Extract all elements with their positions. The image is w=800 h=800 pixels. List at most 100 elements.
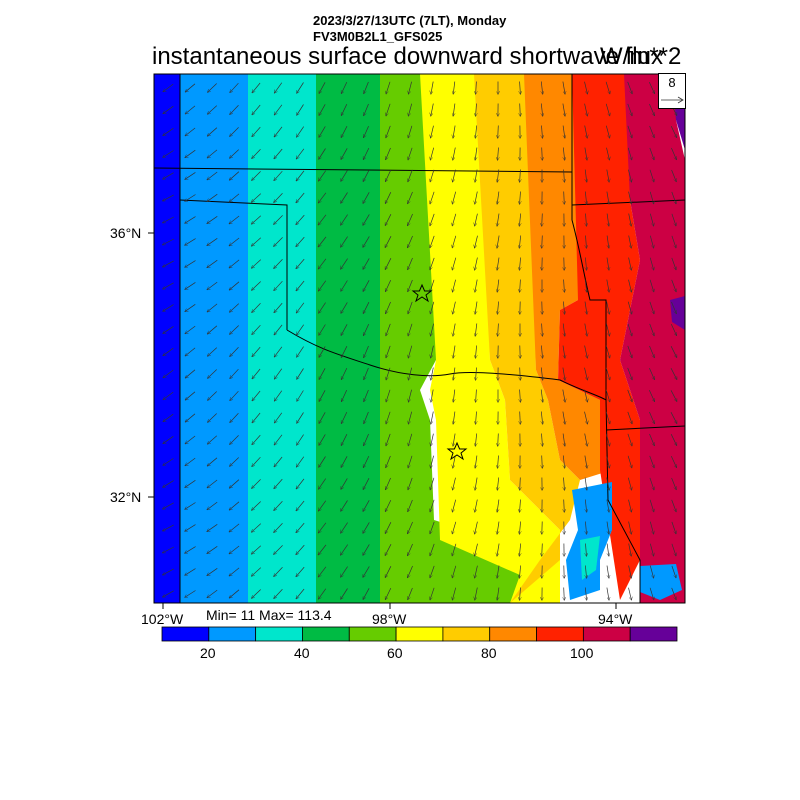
- wind-vector-467: [408, 499, 413, 512]
- wind-vector-120: [162, 194, 174, 202]
- wind-vector-2: [207, 83, 217, 93]
- field-band-4: [374, 74, 560, 603]
- wind-vector-465: [362, 500, 370, 511]
- wind-vector-567: [497, 587, 499, 601]
- wind-vector-150: [296, 214, 305, 225]
- wind-vector-99: [229, 171, 240, 181]
- wind-vector-318: [296, 368, 304, 380]
- wind-vector-438: [296, 478, 305, 489]
- wind-vector-535: [318, 566, 327, 577]
- wind-vector-151: [318, 214, 327, 225]
- wind-vector-249: [362, 302, 370, 314]
- wind-vector-100: [251, 171, 261, 180]
- wind-vector-51: [229, 127, 239, 136]
- wind-vector-243: [229, 303, 240, 313]
- wind-vector-270: [296, 324, 304, 336]
- wind-vector-16: [520, 81, 521, 95]
- wind-vector-463: [317, 500, 327, 512]
- wind-vector-558: [296, 588, 305, 599]
- wind-vector-501: [628, 521, 632, 535]
- wind-vector-277: [453, 323, 456, 337]
- wind-vector-287: [670, 323, 676, 336]
- wind-vector-516: [430, 543, 435, 556]
- wind-vector-314: [207, 369, 217, 379]
- wind-vector-260: [606, 301, 610, 315]
- border-north: [154, 167, 573, 173]
- wind-vector-553: [185, 590, 196, 598]
- wind-vector-22: [648, 81, 654, 94]
- wind-vector-188: [607, 235, 609, 249]
- wind-vector-128: [340, 192, 348, 204]
- wind-vector-112: [520, 169, 521, 183]
- wind-vector-25: [185, 105, 196, 114]
- wind-vector-149: [273, 215, 283, 224]
- wind-vector-119: [671, 169, 677, 182]
- wind-vector-540: [430, 565, 435, 578]
- wind-vector-429: [627, 455, 632, 468]
- wind-vector-477: [628, 499, 632, 513]
- wind-vector-6: [296, 82, 304, 94]
- wind-vector-364: [252, 412, 261, 423]
- wind-vector-254: [475, 301, 478, 315]
- wind-vector-487: [318, 522, 327, 533]
- wind-vector-12: [431, 81, 434, 95]
- wind-vector-302: [475, 345, 476, 359]
- wind-vector-574: [649, 587, 654, 600]
- wind-vector-278: [475, 323, 477, 337]
- colorbar-label-100: 100: [570, 645, 594, 661]
- wind-vector-492: [430, 521, 435, 534]
- wind-vector-190: [649, 235, 653, 249]
- wind-vector-385: [185, 435, 196, 444]
- wind-vector-390: [296, 434, 304, 446]
- wind-vector-223: [317, 280, 327, 292]
- wind-vector-220: [251, 281, 261, 291]
- wind-vector-387: [229, 435, 239, 444]
- wind-vector-66: [563, 125, 565, 139]
- wind-vector-204: [430, 257, 435, 270]
- wind-vector-91: [584, 147, 587, 161]
- wind-vector-534: [296, 566, 305, 577]
- wind-vector-361: [185, 413, 196, 422]
- wind-vector-422: [475, 455, 477, 469]
- wind-vector-388: [252, 434, 261, 445]
- wind-vector-273: [363, 323, 370, 336]
- wind-vector-116: [606, 169, 609, 183]
- wind-vector-360: [163, 413, 174, 423]
- wind-vector-342: [296, 390, 304, 402]
- wind-vector-464: [340, 500, 348, 512]
- wind-vector-30: [296, 104, 304, 116]
- wind-vector-393: [363, 433, 369, 446]
- wind-vector-474: [564, 499, 565, 513]
- wind-vector-50: [207, 127, 218, 137]
- wind-vector-475: [585, 499, 586, 513]
- wind-vector-217: [185, 282, 196, 290]
- wind-vector-377: [541, 411, 542, 425]
- wind-vector-203: [408, 257, 413, 270]
- wind-vector-479: [671, 499, 677, 512]
- wind-vector-55: [318, 126, 326, 137]
- wind-vector-566: [475, 587, 478, 601]
- wind-vector-395: [408, 433, 413, 446]
- wind-vector-175: [318, 236, 327, 247]
- model-line: FV3M0B2L1_GFS025: [313, 29, 443, 44]
- wind-vector-224: [340, 280, 348, 292]
- wind-vector-564: [430, 587, 435, 600]
- wind-vector-195: [229, 259, 240, 268]
- wind-vector-185: [542, 235, 543, 249]
- wind-vector-419: [408, 455, 413, 468]
- wind-vector-92: [606, 147, 610, 161]
- wind-vector-460: [251, 501, 261, 511]
- wind-vector-84: [430, 147, 435, 161]
- wind-vector-71: [670, 125, 678, 138]
- wind-vector-570: [564, 587, 565, 601]
- wind-vector-478: [649, 499, 654, 512]
- wind-vector-437: [274, 478, 283, 489]
- wind-vector-547: [585, 565, 586, 579]
- wind-vector-183: [497, 235, 500, 249]
- wind-vector-191: [671, 235, 676, 248]
- wind-vector-193: [185, 260, 196, 268]
- wind-vector-90: [563, 147, 564, 161]
- wind-vector-251: [408, 301, 413, 314]
- wind-vector-544: [519, 565, 520, 579]
- variable-title: instantaneous surface downward shortwave…: [152, 43, 663, 70]
